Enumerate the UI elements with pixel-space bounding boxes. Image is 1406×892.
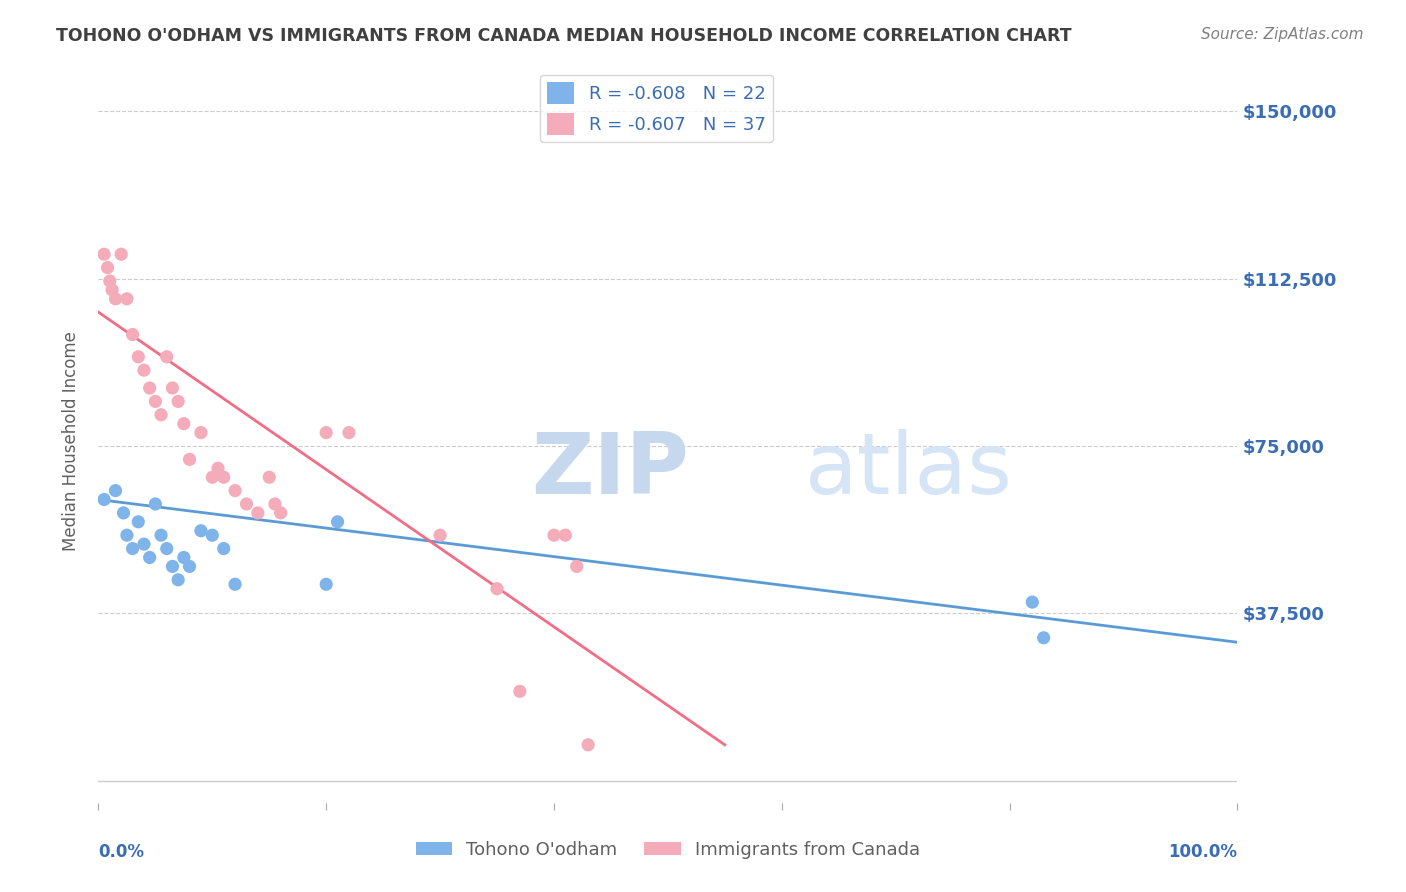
- Y-axis label: Median Household Income: Median Household Income: [62, 332, 80, 551]
- Point: [201, 528, 224, 542]
- Point: [179, 559, 201, 574]
- Text: 0.0%: 0.0%: [98, 843, 145, 861]
- Point: [132, 537, 155, 551]
- Point: [138, 550, 160, 565]
- Point: [212, 541, 235, 556]
- Point: [98, 274, 121, 288]
- Point: [326, 515, 349, 529]
- Point: [150, 408, 173, 422]
- Point: [315, 577, 337, 591]
- Point: [264, 497, 287, 511]
- Point: [315, 425, 337, 440]
- Text: TOHONO O'ODHAM VS IMMIGRANTS FROM CANADA MEDIAN HOUSEHOLD INCOME CORRELATION CHA: TOHONO O'ODHAM VS IMMIGRANTS FROM CANADA…: [56, 27, 1071, 45]
- Point: [576, 738, 599, 752]
- Point: [173, 550, 195, 565]
- Point: [190, 524, 212, 538]
- Point: [224, 483, 246, 498]
- Point: [138, 381, 160, 395]
- Point: [270, 506, 292, 520]
- Point: [259, 470, 281, 484]
- Point: [156, 350, 179, 364]
- Point: [201, 470, 224, 484]
- Point: [121, 327, 143, 342]
- Point: [565, 559, 588, 574]
- Point: [115, 292, 138, 306]
- Point: [127, 515, 149, 529]
- Point: [110, 247, 132, 261]
- Point: [132, 363, 155, 377]
- Point: [212, 470, 235, 484]
- Point: [104, 483, 127, 498]
- Point: [167, 573, 190, 587]
- Point: [162, 559, 184, 574]
- Point: [486, 582, 509, 596]
- Point: [156, 541, 179, 556]
- Point: [179, 452, 201, 467]
- Point: [162, 381, 184, 395]
- Point: [173, 417, 195, 431]
- Text: 100.0%: 100.0%: [1168, 843, 1237, 861]
- Point: [115, 528, 138, 542]
- Point: [207, 461, 229, 475]
- Point: [96, 260, 118, 275]
- Text: ZIP: ZIP: [531, 429, 689, 512]
- Point: [112, 506, 135, 520]
- Point: [167, 394, 190, 409]
- Point: [93, 247, 115, 261]
- Point: [246, 506, 269, 520]
- Point: [1021, 595, 1043, 609]
- Point: [145, 497, 167, 511]
- Text: atlas: atlas: [804, 429, 1012, 512]
- Point: [150, 528, 173, 542]
- Text: Source: ZipAtlas.com: Source: ZipAtlas.com: [1201, 27, 1364, 42]
- Point: [145, 394, 167, 409]
- Point: [1032, 631, 1054, 645]
- Point: [121, 541, 143, 556]
- Point: [337, 425, 360, 440]
- Point: [127, 350, 149, 364]
- Point: [543, 528, 565, 542]
- Point: [93, 492, 115, 507]
- Point: [509, 684, 531, 698]
- Point: [104, 292, 127, 306]
- Point: [235, 497, 257, 511]
- Point: [224, 577, 246, 591]
- Point: [429, 528, 451, 542]
- Point: [190, 425, 212, 440]
- Point: [554, 528, 576, 542]
- Point: [101, 283, 124, 297]
- Legend: Tohono O'odham, Immigrants from Canada: Tohono O'odham, Immigrants from Canada: [408, 834, 928, 866]
